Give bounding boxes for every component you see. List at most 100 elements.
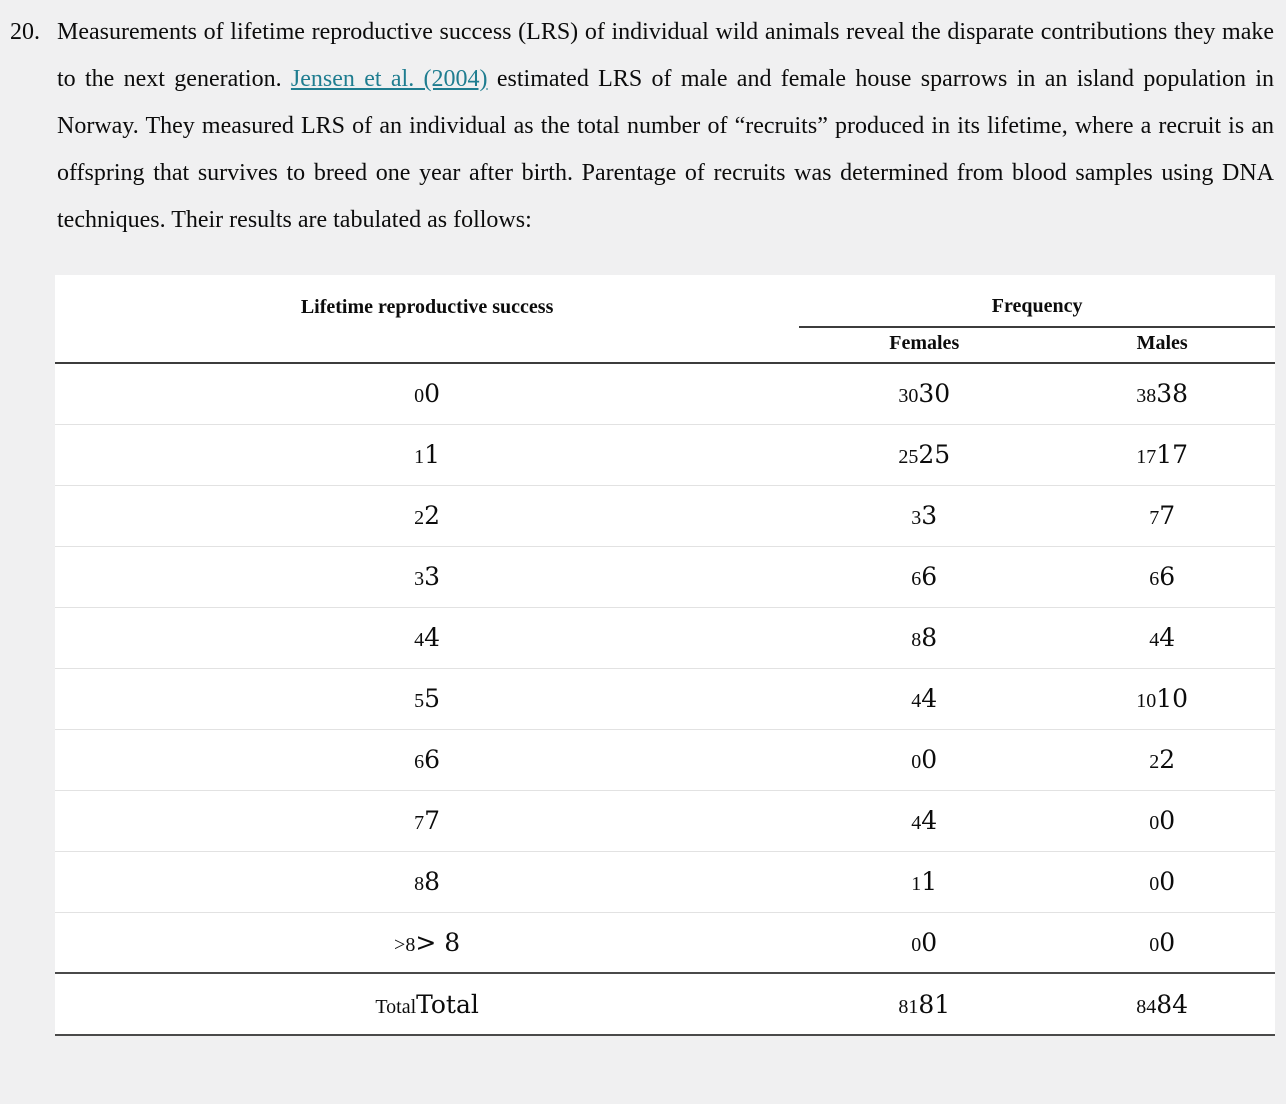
lrs-value-plain: 3 xyxy=(414,568,425,590)
lrs-value-plain: 4 xyxy=(414,629,425,651)
females-cell: 2525 xyxy=(799,424,1050,486)
table-row: 77 44 00 xyxy=(55,790,1275,852)
lrs-cell: 11 xyxy=(55,424,800,486)
males-value-plain: 17 xyxy=(1136,446,1157,468)
females-cell: 11 xyxy=(799,851,1050,913)
males-value-math: 17 xyxy=(1156,440,1189,469)
column-header-frequency: Frequency xyxy=(799,287,1275,328)
females-value-plain: 3 xyxy=(911,507,922,529)
males-value-math: 84 xyxy=(1156,989,1189,1019)
problem-number: 20. xyxy=(10,19,40,45)
lrs-cell: 33 xyxy=(55,546,800,608)
males-cell: 00 xyxy=(1049,912,1275,974)
lrs-cell: 00 xyxy=(55,363,800,425)
lrs-frequency-table: Lifetime reproductive success Frequency … xyxy=(55,287,1275,1036)
males-value-plain: 38 xyxy=(1136,385,1157,408)
males-cell: 00 xyxy=(1049,790,1275,852)
lrs-cell: 44 xyxy=(55,607,800,669)
males-value-math: 0 xyxy=(1159,927,1176,957)
females-value-math: 3 xyxy=(921,501,938,530)
results-table: Lifetime reproductive success Frequency … xyxy=(55,275,1275,1036)
males-cell: 1717 xyxy=(1049,424,1275,486)
females-value-plain: 4 xyxy=(911,690,922,712)
males-cell: 44 xyxy=(1049,607,1275,669)
females-value-math: 4 xyxy=(921,684,938,713)
females-cell: 8181 xyxy=(799,972,1050,1036)
lrs-value-plain: >8 xyxy=(394,933,416,956)
females-value-math: 4 xyxy=(921,806,938,835)
males-value-math: 7 xyxy=(1159,501,1176,530)
males-value-math: 10 xyxy=(1156,684,1189,713)
females-cell: 00 xyxy=(799,912,1050,974)
lrs-cell: 77 xyxy=(55,790,800,852)
males-value-plain: 0 xyxy=(1149,812,1160,834)
problem-statement: 20. Measurements of lifetime reproductiv… xyxy=(0,0,1286,244)
females-cell: 44 xyxy=(799,790,1050,852)
females-value-math: 8 xyxy=(921,623,938,652)
lrs-value-math: 0 xyxy=(424,379,441,409)
lrs-value-math: Total xyxy=(416,989,479,1019)
females-value-math: 0 xyxy=(921,927,938,957)
males-value-math: 4 xyxy=(1159,623,1176,652)
females-value-math: 25 xyxy=(918,440,951,469)
females-value-plain: 0 xyxy=(911,751,922,773)
lrs-value-plain: 2 xyxy=(414,507,425,529)
females-value-math: 0 xyxy=(921,745,938,774)
table-row: 22 33 77 xyxy=(55,485,1275,547)
females-cell: 00 xyxy=(799,729,1050,791)
column-header-males: Males xyxy=(1049,327,1275,364)
females-value-plain: 0 xyxy=(911,933,922,956)
lrs-value-math: 3 xyxy=(424,562,441,591)
total-row: TotalTotal 8181 8484 xyxy=(55,972,1275,1036)
males-value-math: 0 xyxy=(1159,806,1176,835)
males-value-plain: 84 xyxy=(1136,995,1157,1018)
table-row: 88 11 00 xyxy=(55,851,1275,913)
females-value-math: 30 xyxy=(918,379,951,409)
females-value-plain: 4 xyxy=(911,812,922,834)
males-cell: 77 xyxy=(1049,485,1275,547)
males-cell: 00 xyxy=(1049,851,1275,913)
females-value-plain: 30 xyxy=(898,385,919,408)
lrs-value-math: 6 xyxy=(424,745,441,774)
males-value-plain: 0 xyxy=(1149,933,1160,956)
column-header-spacer xyxy=(55,327,800,364)
males-value-plain: 4 xyxy=(1149,629,1160,651)
females-value-plain: 25 xyxy=(898,446,919,468)
females-cell: 44 xyxy=(799,668,1050,730)
table-header-row-2: Females Males xyxy=(55,327,1275,364)
problem-text: Measurements of lifetime reproductive su… xyxy=(57,9,1274,244)
lrs-cell: 22 xyxy=(55,485,800,547)
table-row: 33 66 66 xyxy=(55,546,1275,608)
males-cell: 8484 xyxy=(1049,972,1275,1036)
males-value-math: 38 xyxy=(1156,379,1189,409)
females-value-math: 81 xyxy=(918,989,951,1019)
females-cell: 88 xyxy=(799,607,1050,669)
lrs-cell: TotalTotal xyxy=(55,972,800,1036)
lrs-cell: >8> 8 xyxy=(55,912,800,974)
females-value-plain: 8 xyxy=(911,629,922,651)
table-header-row-1: Lifetime reproductive success Frequency xyxy=(55,287,1275,328)
males-value-math: 2 xyxy=(1159,745,1176,774)
table-row: >8> 8 00 00 xyxy=(55,912,1275,974)
females-value-plain: 81 xyxy=(898,995,919,1018)
males-value-plain: 2 xyxy=(1149,751,1160,773)
lrs-value-math: 1 xyxy=(424,440,441,469)
lrs-value-plain: 1 xyxy=(414,446,425,468)
lrs-value-plain: 0 xyxy=(414,385,425,408)
citation-link[interactable]: Jensen et al. (2004) xyxy=(290,66,488,92)
table-row: 00 3030 3838 xyxy=(55,363,1275,425)
table-body: 00 3030 3838 11 2525 1717 22 33 77 33 66 66 44 88 44 55… xyxy=(55,363,1275,1036)
lrs-value-math: > 8 xyxy=(415,927,461,957)
lrs-value-math: 4 xyxy=(424,623,441,652)
lrs-cell: 55 xyxy=(55,668,800,730)
males-cell: 66 xyxy=(1049,546,1275,608)
lrs-value-plain: 6 xyxy=(414,751,425,773)
lrs-value-math: 5 xyxy=(424,684,441,713)
females-value-math: 1 xyxy=(921,867,938,896)
males-cell: 3838 xyxy=(1049,363,1275,425)
females-cell: 33 xyxy=(799,485,1050,547)
column-header-lrs: Lifetime reproductive success xyxy=(300,296,554,318)
males-value-math: 6 xyxy=(1159,562,1176,591)
lrs-value-plain: 7 xyxy=(414,812,425,834)
males-value-math: 0 xyxy=(1159,867,1176,896)
